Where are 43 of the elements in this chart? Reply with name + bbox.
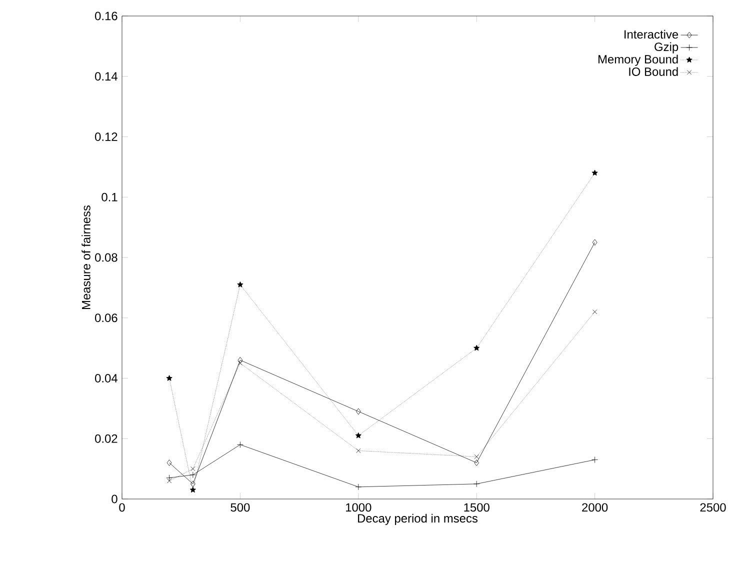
point bbox=[190, 466, 196, 472]
y-tick-label: 0.06 bbox=[95, 314, 118, 322]
y-axis-title: Measure of fairness bbox=[82, 205, 90, 310]
point bbox=[190, 472, 196, 478]
point bbox=[166, 478, 172, 484]
point bbox=[166, 460, 172, 466]
point bbox=[355, 432, 362, 438]
x-tick-label: 2000 bbox=[582, 503, 608, 512]
point bbox=[473, 480, 480, 488]
y-tick-label: 0.02 bbox=[95, 434, 118, 443]
legend-label: Memory Bound bbox=[598, 54, 678, 66]
y-tick-label: 0.1 bbox=[102, 192, 118, 202]
legend-label: Interactive bbox=[624, 30, 678, 39]
x-tick-label: 1000 bbox=[346, 503, 372, 512]
legend-label: IO Bound bbox=[629, 67, 678, 76]
point bbox=[592, 310, 598, 314]
point bbox=[238, 360, 243, 366]
point bbox=[592, 239, 598, 246]
x-tick-label: 1500 bbox=[464, 503, 490, 512]
point bbox=[237, 441, 244, 448]
y-tick-label: 0.14 bbox=[95, 72, 118, 81]
point bbox=[166, 474, 172, 482]
point bbox=[190, 486, 196, 493]
point bbox=[592, 456, 598, 463]
x-tick-label: 500 bbox=[230, 503, 250, 512]
point bbox=[190, 480, 196, 488]
y-tick-label: 0.08 bbox=[95, 253, 118, 262]
y-tick-label: 0.12 bbox=[95, 132, 118, 141]
y-tick-label: 0.16 bbox=[95, 12, 118, 20]
point bbox=[166, 375, 172, 381]
x-tick-label: 0 bbox=[119, 503, 125, 512]
y-tick-label: 0.04 bbox=[95, 374, 118, 382]
point bbox=[356, 408, 361, 415]
point bbox=[356, 448, 361, 454]
point bbox=[355, 484, 362, 490]
point bbox=[238, 356, 243, 364]
point bbox=[592, 170, 598, 176]
legend-label: Gzip bbox=[654, 42, 678, 54]
point bbox=[474, 344, 480, 351]
y-tick-label: 0 bbox=[112, 494, 118, 504]
point bbox=[237, 281, 244, 288]
x-axis-title: Decay period in msecs bbox=[358, 514, 478, 525]
x-tick-label: 2500 bbox=[700, 503, 726, 512]
